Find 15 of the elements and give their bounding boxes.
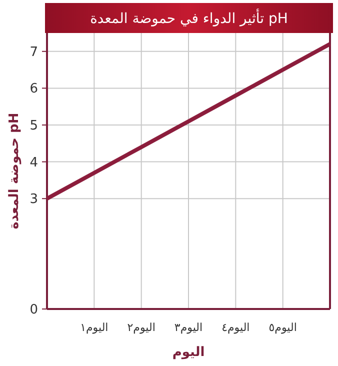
y-tick-label: 6 <box>30 82 38 97</box>
x-axis-title: اليوم <box>172 345 205 360</box>
x-tick-label: اليوم٣ <box>174 321 203 334</box>
y-tick-label: 0 <box>30 302 38 318</box>
chart-title: تأثير الدواء في حموضة المعدة pH <box>90 8 288 27</box>
y-tick-label: 5 <box>30 118 38 134</box>
y-axis-title: حموضة المعدة pH <box>7 112 22 230</box>
x-tick-label: اليوم٤ <box>222 321 250 334</box>
y-tick-label: 7 <box>30 44 38 60</box>
x-tick-label: اليوم٢ <box>127 321 156 334</box>
y-tick-label: 3 <box>30 192 38 208</box>
line-series <box>45 42 332 201</box>
x-tick-label: اليوم١ <box>80 321 108 334</box>
y-tick-label: 4 <box>30 155 38 170</box>
x-tick-label: اليوم٥ <box>268 321 297 334</box>
